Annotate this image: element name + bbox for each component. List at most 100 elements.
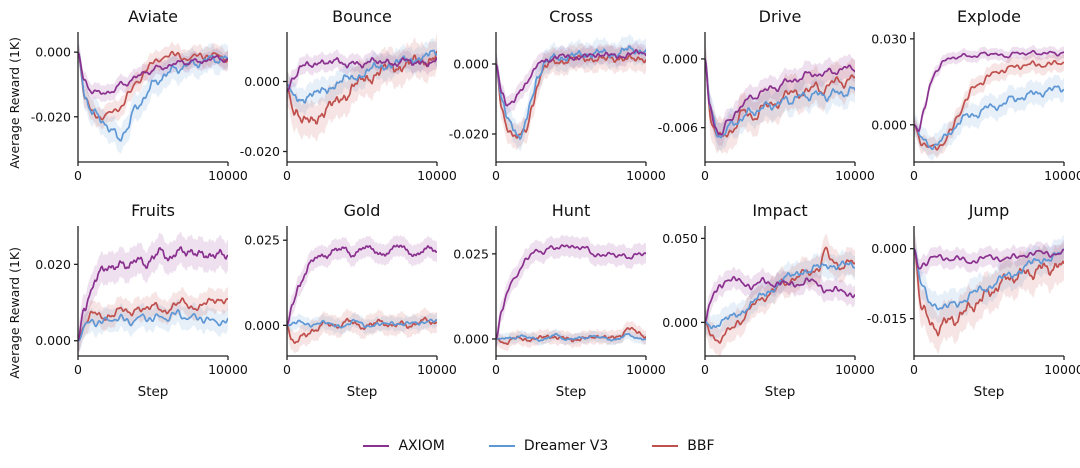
chart-jump: 0.000 -0.015 0 10000 Jump Step bbox=[862, 200, 1080, 426]
y-tick-label: -0.006 bbox=[658, 120, 698, 135]
band-axiom bbox=[914, 239, 1064, 278]
line-bbf bbox=[78, 50, 228, 121]
line-axiom bbox=[287, 56, 437, 93]
x-axis-label: Step bbox=[347, 384, 378, 400]
x-tick-label: 0 bbox=[74, 362, 82, 377]
legend-label: BBF bbox=[687, 438, 715, 454]
chart-title: Explode bbox=[957, 7, 1021, 26]
x-tick-label: 0 bbox=[701, 168, 709, 183]
plot-area bbox=[496, 34, 646, 152]
y-tick-label: 0.020 bbox=[35, 257, 71, 272]
y-tick-label: 0.050 bbox=[662, 231, 698, 246]
plot-area bbox=[705, 41, 855, 154]
x-tick-label: 10000 bbox=[626, 168, 666, 183]
chart-fruits: 0.020 0.000 0 10000 Fruits Step bbox=[26, 200, 248, 426]
x-axis-label: Step bbox=[765, 384, 796, 400]
x-tick-label: 0 bbox=[283, 362, 291, 377]
chart-title: Gold bbox=[344, 201, 381, 220]
y-tick-label: 0.030 bbox=[871, 31, 907, 46]
line-dreamer-v3 bbox=[287, 49, 437, 104]
chart-canvas-fruits: 0.020 0.0000 10000 Fruits Step bbox=[35, 201, 248, 400]
line-axiom bbox=[496, 48, 646, 107]
y-tick-label: 0.000 bbox=[453, 331, 489, 346]
legend-item-axiom: AXIOM bbox=[363, 438, 445, 454]
y-tick-label: 0.000 bbox=[871, 117, 907, 132]
line-dreamer-v3 bbox=[78, 308, 228, 342]
chart-title: Fruits bbox=[131, 201, 175, 220]
band-axiom bbox=[287, 235, 437, 336]
y-tick-label: -0.020 bbox=[449, 127, 489, 142]
chart-canvas-impact: 0.050 0.000 0 10000 Impact Step bbox=[662, 201, 875, 400]
y-tick-label: 0.000 bbox=[871, 241, 907, 256]
band-dreamer-v3 bbox=[705, 249, 855, 341]
line-axiom bbox=[705, 58, 855, 136]
line-axiom bbox=[78, 246, 228, 342]
line-dreamer-v3 bbox=[914, 85, 1064, 151]
legend-swatch-dreamer-v3 bbox=[488, 445, 515, 447]
ylabel-column-bottom: Average Reward (1K) bbox=[2, 200, 26, 426]
x-tick-label: 0 bbox=[701, 362, 709, 377]
chart-title: Jump bbox=[968, 201, 1010, 220]
plot-area bbox=[496, 234, 646, 351]
legend-item-bbf: BBF bbox=[652, 438, 715, 454]
charts-row-top: 0.000 -0.020 0 10000 Aviate 0.000 -0.020 0 10000… bbox=[26, 6, 1080, 200]
band-bbf bbox=[705, 41, 855, 154]
y-tick-label: 0.000 bbox=[35, 45, 71, 60]
x-tick-label: 10000 bbox=[1044, 168, 1080, 183]
legend-swatch-axiom bbox=[363, 445, 390, 447]
legend-label: AXIOM bbox=[398, 438, 445, 454]
x-tick-label: 10000 bbox=[835, 362, 875, 377]
band-dreamer-v3 bbox=[496, 34, 646, 152]
band-dreamer-v3 bbox=[496, 328, 646, 347]
band-axiom bbox=[705, 47, 855, 146]
band-bbf bbox=[496, 320, 646, 351]
y-tick-label: 0.000 bbox=[35, 333, 71, 348]
y-tick-label: 0.000 bbox=[244, 318, 280, 333]
line-axiom bbox=[914, 248, 1064, 270]
chart-title: Aviate bbox=[128, 7, 178, 26]
y-tick-label: -0.020 bbox=[240, 144, 280, 159]
plot-area bbox=[914, 230, 1064, 355]
x-tick-label: 0 bbox=[74, 168, 82, 183]
chart-impact: 0.050 0.000 0 10000 Impact Step bbox=[653, 200, 875, 426]
plot-area bbox=[287, 235, 437, 354]
band-dreamer-v3 bbox=[705, 45, 855, 152]
figure-row-bottom: Average Reward (1K) 0.020 0.000 0 10000 Frui… bbox=[2, 200, 1080, 426]
y-axis-label-top: Average Reward (1K) bbox=[6, 37, 22, 169]
x-tick-label: 0 bbox=[910, 362, 918, 377]
x-axis-label: Step bbox=[556, 384, 587, 400]
line-bbf bbox=[914, 60, 1064, 151]
chart-canvas-drive: 0.000 -0.006 0 10000 Drive bbox=[658, 7, 875, 183]
line-dreamer-v3 bbox=[705, 58, 855, 139]
line-bbf bbox=[496, 326, 646, 346]
plot-area bbox=[78, 39, 228, 154]
chart-aviate: 0.000 -0.020 0 10000 Aviate bbox=[26, 6, 248, 200]
line-dreamer-v3 bbox=[705, 260, 855, 330]
y-tick-label: 0.025 bbox=[244, 233, 280, 248]
line-axiom bbox=[287, 244, 437, 326]
charts-row-bottom: 0.020 0.000 0 10000 Fruits Step 0.025 0.000 0 100… bbox=[26, 200, 1080, 426]
x-tick-label: 10000 bbox=[208, 362, 248, 377]
line-bbf bbox=[287, 316, 437, 344]
plot-area bbox=[287, 33, 437, 142]
line-bbf bbox=[705, 246, 855, 344]
y-tick-label: 0.000 bbox=[662, 315, 698, 330]
line-dreamer-v3 bbox=[496, 332, 646, 342]
chart-canvas-hunt: 0.025 0.000 0 10000 Hunt Step bbox=[453, 201, 666, 400]
chart-title: Bounce bbox=[332, 7, 392, 26]
line-bbf bbox=[78, 297, 228, 342]
chart-hunt: 0.025 0.000 0 10000 Hunt Step bbox=[444, 200, 666, 426]
legend-item-dreamer-v3: Dreamer V3 bbox=[488, 438, 608, 454]
band-bbf bbox=[287, 307, 437, 354]
legend-swatch-bbf bbox=[652, 445, 679, 447]
plot-area bbox=[78, 231, 228, 356]
x-tick-label: 10000 bbox=[208, 168, 248, 183]
x-axis-label: Step bbox=[974, 384, 1005, 400]
x-tick-label: 10000 bbox=[1044, 362, 1080, 377]
chart-canvas-explode: 0.030 0.000 0 10000 Explode bbox=[871, 7, 1080, 183]
line-axiom bbox=[705, 275, 855, 323]
chart-title: Hunt bbox=[552, 201, 591, 220]
y-tick-label: 0.000 bbox=[662, 51, 698, 66]
